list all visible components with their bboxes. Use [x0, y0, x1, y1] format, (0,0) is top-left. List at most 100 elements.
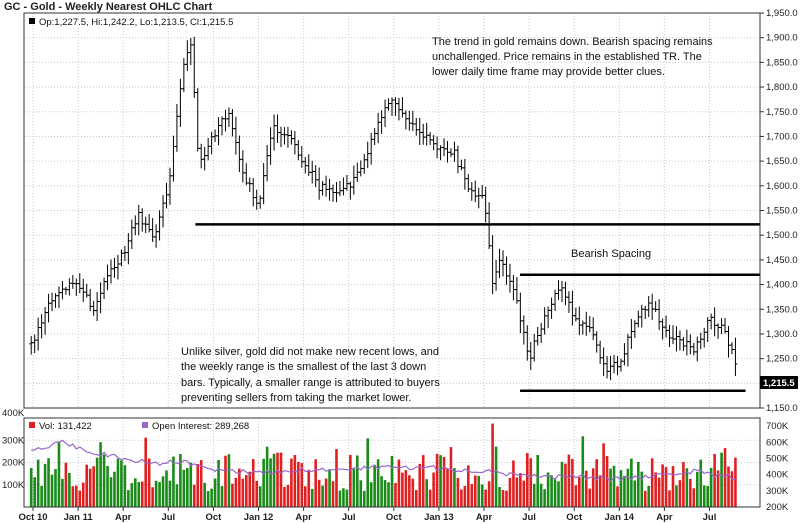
volume-bar [623, 475, 626, 507]
volume-bar [71, 486, 75, 507]
volume-bar [92, 466, 95, 507]
volume-bar [158, 482, 161, 507]
volume-bar [376, 459, 380, 507]
oi-legend-swatch [142, 422, 148, 428]
x-tick-label: Apr [656, 512, 673, 523]
volume-bar [220, 486, 224, 507]
volume-bar [449, 447, 453, 507]
price-tick-label: 1,150.0 [766, 403, 798, 414]
volume-bar [68, 472, 71, 507]
volume-bar [165, 470, 168, 507]
x-tick-label: Jul [703, 512, 717, 523]
volume-bar [380, 476, 383, 507]
volume-bar [411, 478, 415, 507]
volume-bar [657, 477, 661, 507]
volume-bar [102, 454, 106, 507]
volume-bar [147, 458, 151, 507]
volume-bar [532, 483, 536, 507]
volume-bar [78, 490, 82, 507]
volume-bar [602, 443, 605, 507]
volume-bar [286, 484, 290, 507]
volume-bar [689, 478, 692, 507]
price-tick-label: 1,900.0 [766, 33, 798, 44]
volume-bar [418, 463, 422, 507]
volume-bar [640, 471, 644, 507]
volume-bar [536, 454, 540, 507]
volume-bar [317, 479, 321, 507]
price-tick-label: 1,800.0 [766, 82, 798, 93]
volume-bar [373, 464, 376, 507]
volume-bar [702, 485, 706, 507]
volume-plot-frame [23, 417, 761, 508]
volume-bar [383, 480, 387, 507]
volume-bar [109, 477, 113, 507]
volume-bar [685, 468, 689, 507]
volume-bar [734, 457, 737, 507]
volume-bar [723, 448, 727, 507]
oi-tick-label: 300K [766, 486, 789, 497]
volume-bar [397, 459, 401, 507]
volume-bar [217, 459, 220, 507]
volume-bar [716, 470, 720, 507]
price-tick-label: 1,250.0 [766, 354, 798, 365]
volume-bar [196, 464, 200, 507]
x-tick-label: Jul [161, 512, 175, 523]
bearish-spacing-label: Bearish Spacing [571, 248, 651, 260]
last-price-marker: 1,215.5 [760, 376, 798, 389]
volume-bar [352, 468, 356, 507]
volume-bar [283, 486, 286, 507]
volume-bar [491, 423, 494, 507]
price-tick-label: 1,350.0 [766, 304, 798, 315]
volume-bar [401, 472, 404, 507]
volume-bar [619, 470, 623, 507]
volume-bar [626, 468, 630, 507]
volume-bar [460, 489, 463, 507]
volume-bar [172, 456, 175, 507]
bottom-note-line-4: preventing sellers from taking the marke… [181, 392, 412, 404]
volume-bar [414, 490, 418, 507]
volume-bar [161, 476, 165, 507]
volume-bar [81, 482, 85, 507]
volume-bar [484, 489, 487, 507]
price-legend: Op:1,227.5, Hi:1,242.2, Lo:1,213.5, Cl:1… [29, 17, 233, 28]
volume-bar [408, 475, 411, 507]
volume-bar [442, 457, 446, 507]
ohlc-bars [29, 36, 738, 381]
volume-bar [425, 479, 428, 507]
volume-bar [331, 481, 335, 507]
volume-legend: Vol: 131,422 Open Interest: 289,268 [29, 421, 249, 432]
volume-bar [692, 488, 696, 507]
x-tick-label: Oct [566, 512, 583, 523]
price-tick-label: 1,450.0 [766, 255, 798, 266]
volume-bar [206, 491, 210, 507]
volume-bar [487, 481, 491, 507]
volume-bar [269, 458, 272, 507]
price-tick-label: 1,550.0 [766, 206, 798, 217]
volume-bar [546, 472, 550, 507]
vol-legend-text: Vol: 131,422 [39, 421, 92, 432]
volume-bar [356, 455, 359, 507]
volume-bar [505, 490, 508, 507]
volume-bar [369, 482, 373, 507]
volume-bar [439, 455, 442, 507]
vol-legend-swatch [29, 422, 35, 428]
volume-bar [40, 485, 43, 507]
volume-bar [213, 478, 217, 507]
volume-bar [508, 477, 512, 507]
volume-bar [303, 486, 307, 507]
price-tick-label: 1,700.0 [766, 131, 798, 142]
volume-bar [473, 475, 477, 507]
volume-bars [29, 423, 737, 507]
volume-bar [456, 477, 460, 507]
volume-bar [231, 483, 234, 507]
volume-bar [359, 480, 363, 507]
volume-bar [123, 465, 127, 507]
price-tick-label: 1,850.0 [766, 57, 798, 68]
volume-bar [512, 460, 515, 507]
volume-bar [709, 467, 713, 507]
volume-bar [525, 453, 529, 507]
volume-bar [612, 465, 616, 507]
x-tick-label: Jan 14 [605, 512, 635, 523]
open-interest-line [31, 439, 736, 482]
volume-bar [116, 458, 120, 507]
